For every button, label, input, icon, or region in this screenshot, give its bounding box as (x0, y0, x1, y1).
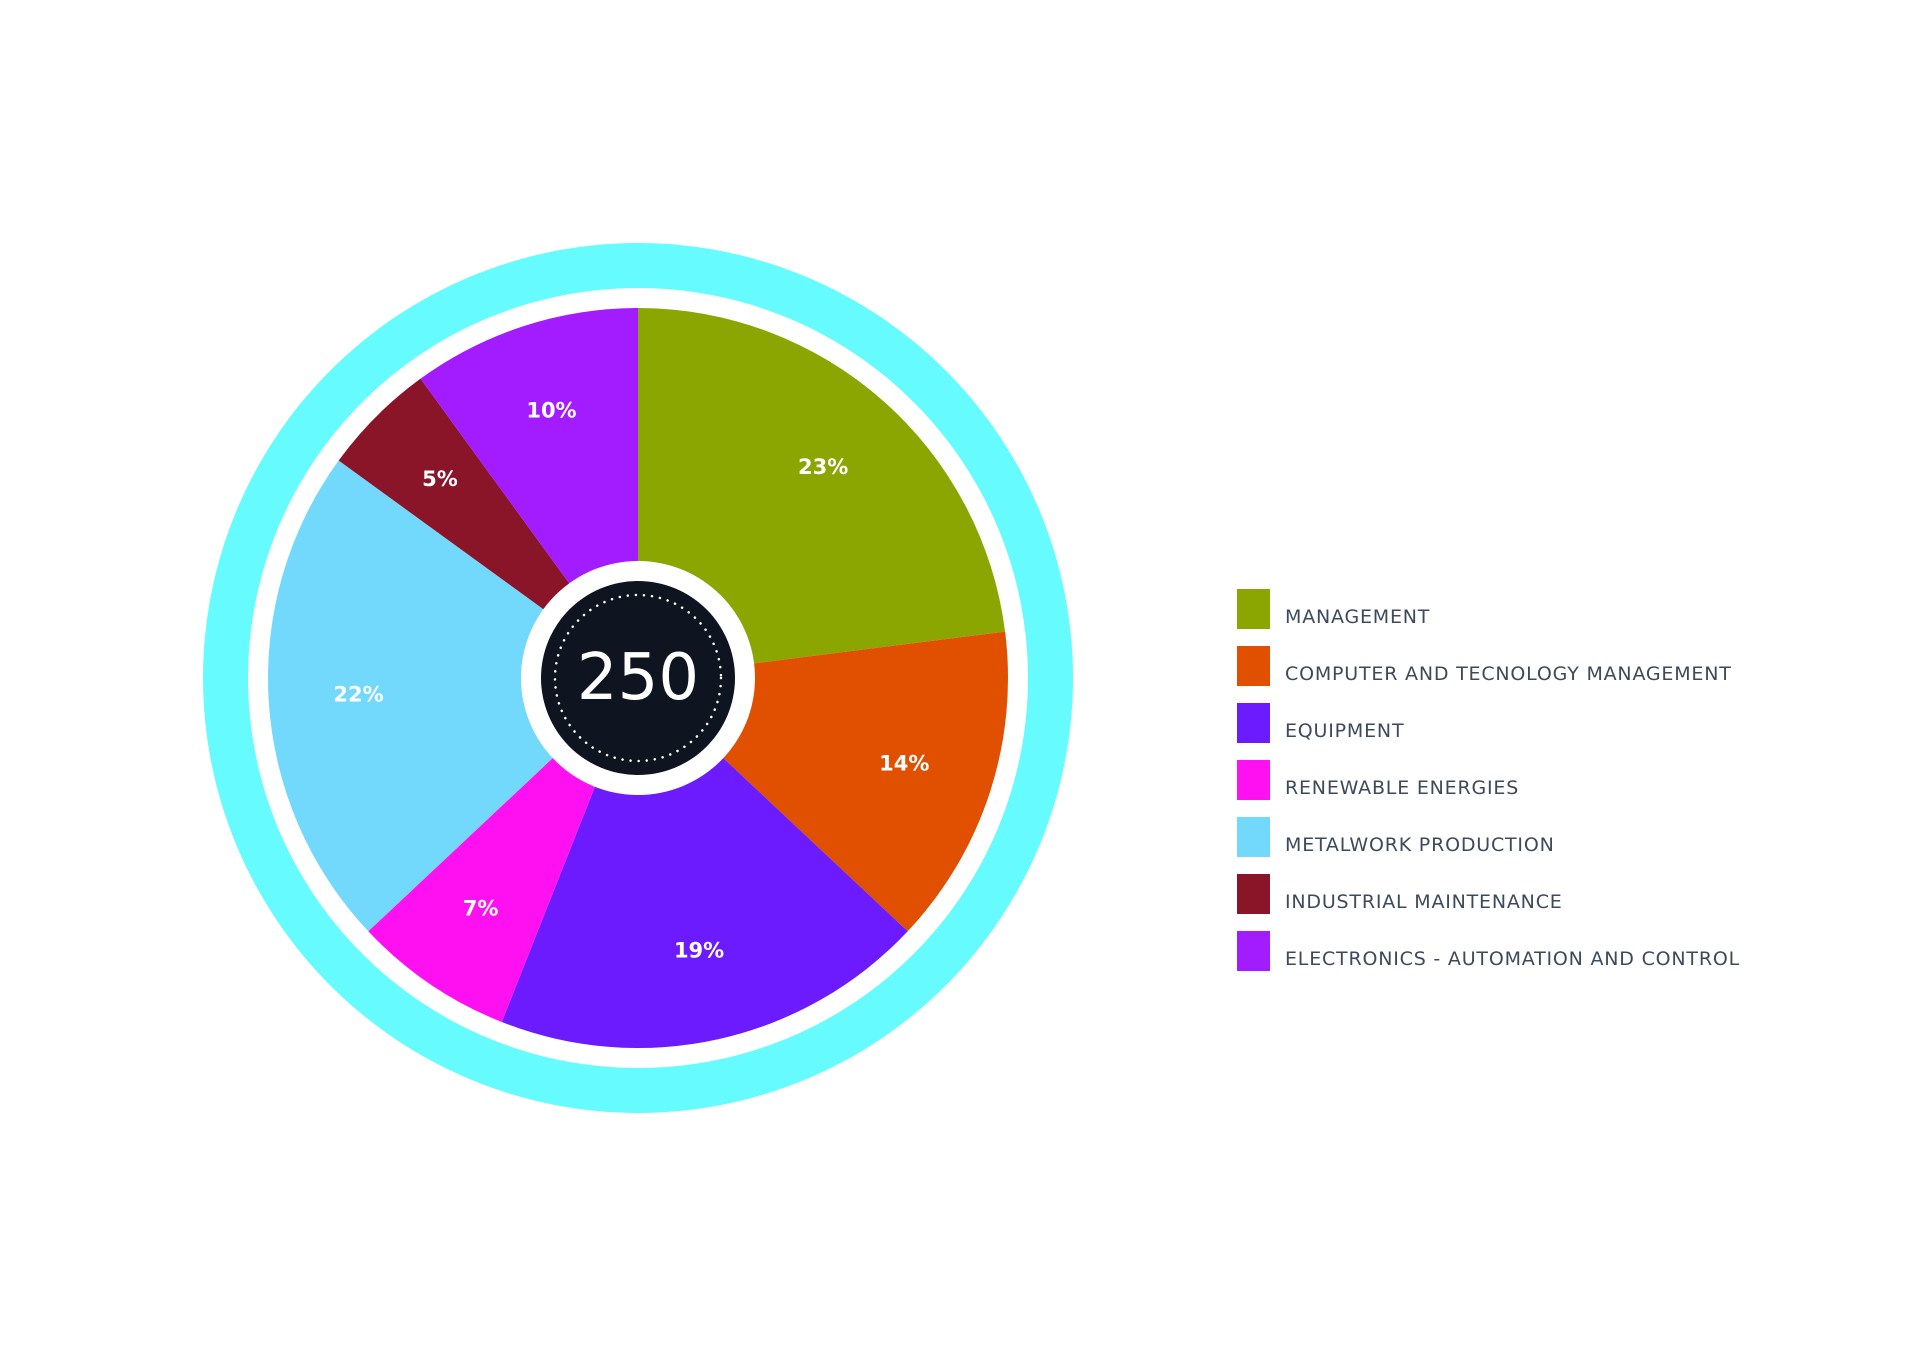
legend-label: INDUSTRIAL MAINTENANCE (1285, 891, 1563, 913)
legend-item: COMPUTER AND TECNOLOGY MANAGEMENT (1237, 629, 1797, 686)
slice-value-label: 22% (333, 683, 383, 707)
legend-item: RENEWABLE ENERGIES (1237, 743, 1797, 800)
pie-slice-labels: 23% 14% 19% 7% 22% 5% 10% (333, 399, 929, 963)
legend-label: COMPUTER AND TECNOLOGY MANAGEMENT (1285, 663, 1732, 685)
legend-swatch (1237, 646, 1270, 686)
slice-value-label: 7% (463, 897, 499, 921)
legend-item: ELECTRONICS - AUTOMATION AND CONTROL (1237, 914, 1797, 971)
legend-label: ELECTRONICS - AUTOMATION AND CONTROL (1285, 948, 1740, 970)
legend-item: EQUIPMENT (1237, 686, 1797, 743)
legend-item: INDUSTRIAL MAINTENANCE (1237, 857, 1797, 914)
legend-label: EQUIPMENT (1285, 720, 1405, 742)
legend-swatch (1237, 874, 1270, 914)
slice-value-label: 10% (526, 399, 576, 423)
legend-label: METALWORK PRODUCTION (1285, 834, 1555, 856)
slice-value-label: 23% (798, 455, 848, 479)
pie-slice (268, 460, 638, 932)
slice-value-label: 14% (879, 752, 929, 776)
center-disc (541, 581, 735, 775)
legend-swatch (1237, 817, 1270, 857)
legend-swatch (1237, 703, 1270, 743)
pie-slice (638, 308, 1006, 678)
center-total: 250 (577, 641, 699, 715)
legend-item: METALWORK PRODUCTION (1237, 800, 1797, 857)
legend-swatch (1237, 760, 1270, 800)
slice-value-label: 5% (422, 467, 458, 491)
slice-value-label: 19% (674, 938, 724, 962)
legend-swatch (1237, 589, 1270, 629)
legend-item: MANAGEMENT (1237, 572, 1797, 629)
legend-label: RENEWABLE ENERGIES (1285, 777, 1520, 799)
legend: MANAGEMENT COMPUTER AND TECNOLOGY MANAGEM… (1237, 572, 1797, 971)
legend-label: MANAGEMENT (1285, 606, 1431, 628)
legend-swatch (1237, 931, 1270, 971)
center-dotted-ring (553, 593, 723, 763)
